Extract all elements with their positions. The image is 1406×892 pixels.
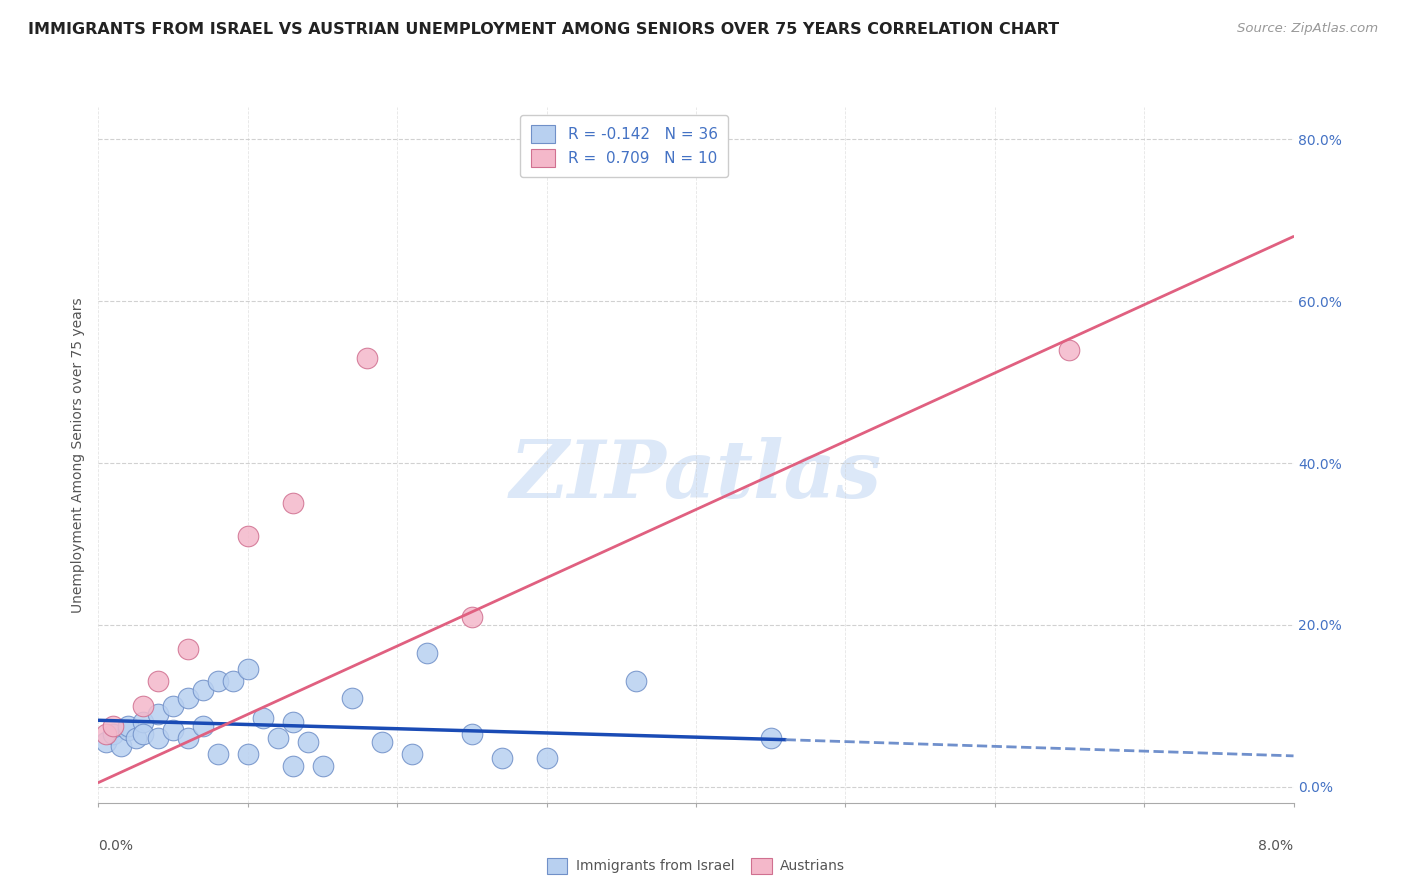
Point	[401, 747, 423, 762]
Point	[177, 690, 200, 705]
Point	[236, 662, 259, 676]
Point	[110, 739, 132, 754]
Point	[148, 706, 170, 721]
Legend: Immigrants from Israel, Austrians: Immigrants from Israel, Austrians	[541, 852, 851, 880]
Text: 8.0%: 8.0%	[1258, 839, 1294, 854]
Point	[297, 735, 319, 749]
Point	[94, 727, 117, 741]
Text: 0.0%: 0.0%	[98, 839, 134, 854]
Point	[1059, 343, 1081, 357]
Point	[117, 719, 139, 733]
Point	[177, 642, 200, 657]
Point	[207, 747, 229, 762]
Point	[371, 735, 394, 749]
Point	[191, 682, 214, 697]
Point	[461, 727, 484, 741]
Point	[311, 758, 333, 772]
Point	[267, 731, 290, 745]
Text: Source: ZipAtlas.com: Source: ZipAtlas.com	[1237, 22, 1378, 36]
Point	[624, 674, 647, 689]
Point	[236, 529, 259, 543]
Point	[236, 747, 259, 762]
Point	[281, 714, 304, 729]
Point	[148, 674, 170, 689]
Point	[132, 727, 155, 741]
Point	[162, 698, 184, 713]
Point	[117, 723, 139, 737]
Point	[162, 723, 184, 737]
Point	[536, 751, 558, 765]
Point	[103, 727, 125, 741]
Point	[491, 751, 513, 765]
Point	[94, 735, 117, 749]
Text: ZIPatlas: ZIPatlas	[510, 437, 882, 515]
Point	[281, 496, 304, 510]
Point	[281, 759, 304, 773]
Point	[356, 351, 378, 365]
Point	[191, 719, 214, 733]
Point	[132, 698, 155, 713]
Y-axis label: Unemployment Among Seniors over 75 years: Unemployment Among Seniors over 75 years	[72, 297, 86, 613]
Point	[416, 646, 439, 660]
Point	[177, 731, 200, 745]
Point	[125, 731, 148, 745]
Point	[103, 719, 125, 733]
Point	[461, 609, 484, 624]
Point	[132, 714, 155, 729]
Point	[342, 690, 364, 705]
Point	[222, 674, 245, 689]
Point	[148, 731, 170, 745]
Point	[252, 711, 274, 725]
Point	[207, 674, 229, 689]
Text: IMMIGRANTS FROM ISRAEL VS AUSTRIAN UNEMPLOYMENT AMONG SENIORS OVER 75 YEARS CORR: IMMIGRANTS FROM ISRAEL VS AUSTRIAN UNEMP…	[28, 22, 1059, 37]
Point	[759, 731, 782, 745]
